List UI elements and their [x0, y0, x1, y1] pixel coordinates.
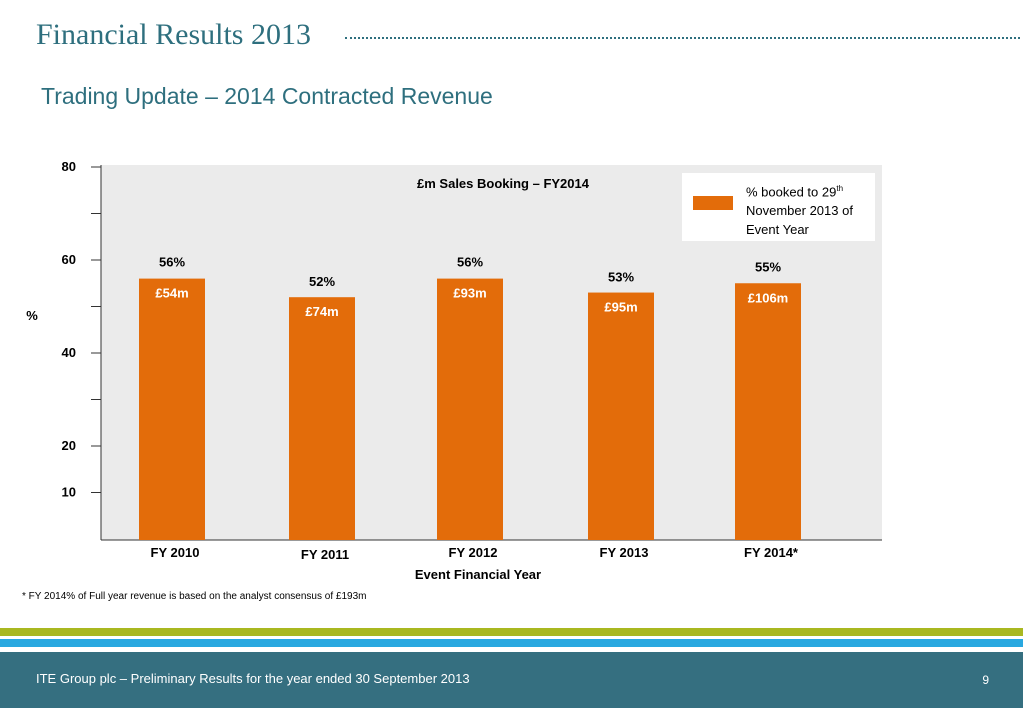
page-number: 9 [982, 673, 989, 687]
bar-chart: 80 60 40 20 10% £m Sales Booking – FY2014 56% £… [26, 159, 882, 582]
x-tick-label: FY 2010 [151, 545, 200, 560]
bar [735, 283, 801, 540]
x-axis-title: Event Financial Year [415, 567, 541, 582]
stripe-green [0, 628, 1023, 636]
y-tick-label: 80 [62, 159, 76, 174]
bar-value-label: 52% [309, 274, 335, 289]
footnote: * FY 2014% of Full year revenue is based… [22, 591, 367, 602]
bar-inner-label: £93m [453, 286, 486, 301]
legend-swatch [693, 196, 733, 210]
page-title: Financial Results 2013 [36, 18, 311, 51]
x-tick-label: FY 2011 [301, 547, 349, 562]
chart-legend: % booked to 29th November 2013 of Event … [682, 173, 875, 241]
stripe-white [0, 636, 1023, 639]
page-subtitle: Trading Update – 2014 Contracted Revenue [41, 83, 493, 109]
x-tick-label: FY 2014* [744, 545, 799, 560]
bar [437, 278, 503, 540]
y-tick-label: 60 [62, 252, 76, 267]
x-tick-label: FY 2012 [449, 545, 498, 560]
chart-title: £m Sales Booking – FY2014 [417, 176, 590, 191]
bar-value-label: 56% [457, 255, 483, 270]
bar [139, 278, 205, 540]
legend-label: % booked to 29th November 2013 of Event … [746, 184, 853, 238]
bar-value-label: 53% [608, 270, 634, 285]
bar-value-label: 55% [755, 259, 781, 274]
stripe-blue [0, 639, 1023, 647]
bar [588, 292, 654, 540]
y-tick-label: 10 [62, 485, 76, 500]
bar-inner-label: £74m [305, 304, 338, 319]
bar [289, 297, 355, 540]
bar-inner-label: £54m [155, 286, 188, 301]
bar-inner-label: £106m [748, 290, 788, 305]
bar-inner-label: £95m [604, 300, 637, 315]
footer-text: ITE Group plc – Preliminary Results for … [36, 671, 470, 686]
y-tick-label: 40 [62, 345, 76, 360]
y-axis-title: % [26, 308, 38, 323]
y-tick-label: 20 [62, 438, 76, 453]
footer-bar: ITE Group plc – Preliminary Results for … [0, 652, 1023, 708]
bar-value-label: 56% [159, 255, 185, 270]
title-divider [345, 37, 1020, 39]
x-tick-label: FY 2013 [600, 545, 649, 560]
